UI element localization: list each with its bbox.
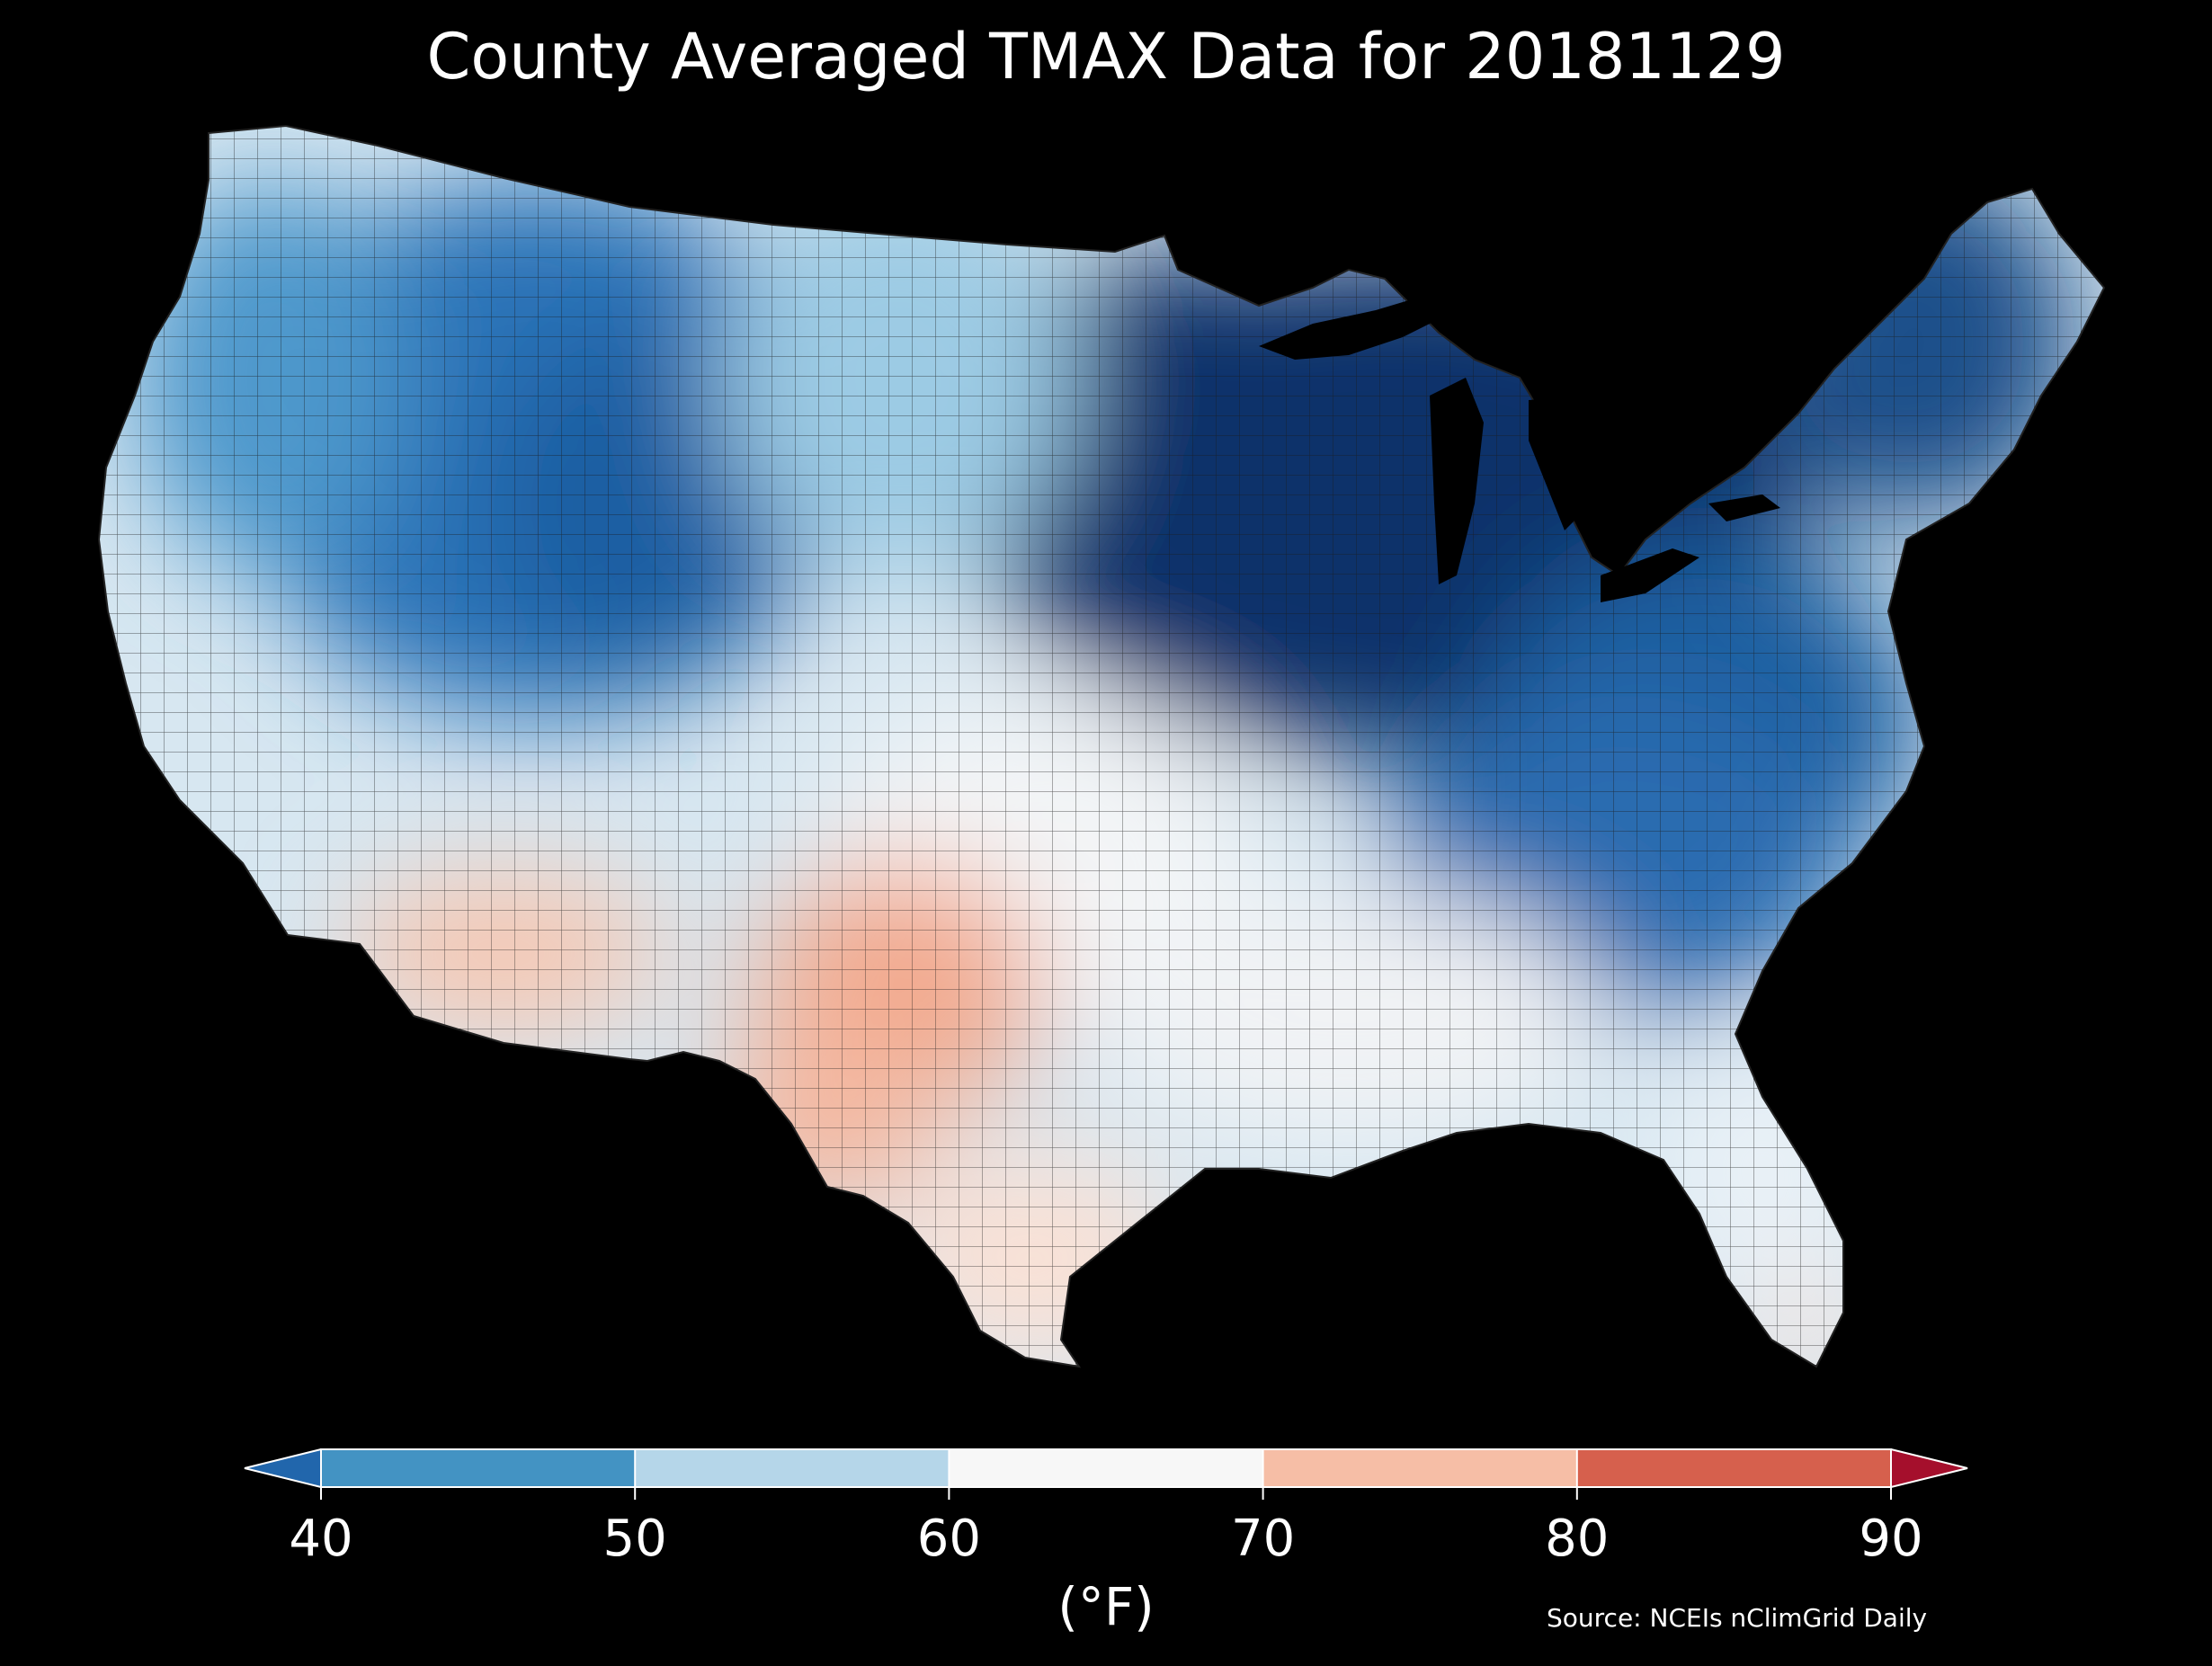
colorbar-bin-50-60 — [635, 1449, 950, 1487]
colorbar-right-arrow-outline — [1890, 1448, 1968, 1488]
lake-michigan — [1430, 378, 1484, 584]
colorbar-tick-label: 90 — [1859, 1510, 1923, 1568]
colorbar-tick-label: 60 — [916, 1510, 982, 1568]
colorbar-tick-label: 80 — [1545, 1510, 1610, 1568]
lake-ontario — [1708, 494, 1780, 521]
colorbar-bin-70-80 — [1262, 1449, 1577, 1487]
source-label: Source: NCEIs nClimGrid Daily — [1547, 1603, 1928, 1633]
lake-huron — [1529, 396, 1610, 530]
colorbar-ticks — [320, 1449, 1892, 1500]
lake-erie — [1601, 548, 1699, 602]
colorbar-under-arrow — [245, 1449, 321, 1487]
map-title: County Averaged TMAX Data for 20181129 — [426, 20, 1786, 94]
colorbar-bin-80-90 — [1576, 1449, 1891, 1487]
colorbar-bin-60-70 — [949, 1449, 1263, 1487]
great-lakes — [1259, 297, 1780, 602]
colorbar-bins — [245, 1449, 1967, 1487]
lake-superior — [1259, 297, 1457, 360]
colorbar-units-label: (°F) — [1057, 1576, 1155, 1637]
colorbar — [244, 1448, 1968, 1500]
colorbar-bin-40-50 — [321, 1449, 636, 1487]
colorbar-tick-label: 70 — [1230, 1510, 1296, 1568]
colorbar-frame — [320, 1448, 1892, 1488]
colorbar-over-arrow — [1891, 1449, 1967, 1487]
colorbar-tick-label: 50 — [602, 1510, 667, 1568]
colorbar-tick-label: 40 — [289, 1510, 353, 1568]
colorbar-left-arrow-outline — [244, 1448, 322, 1488]
